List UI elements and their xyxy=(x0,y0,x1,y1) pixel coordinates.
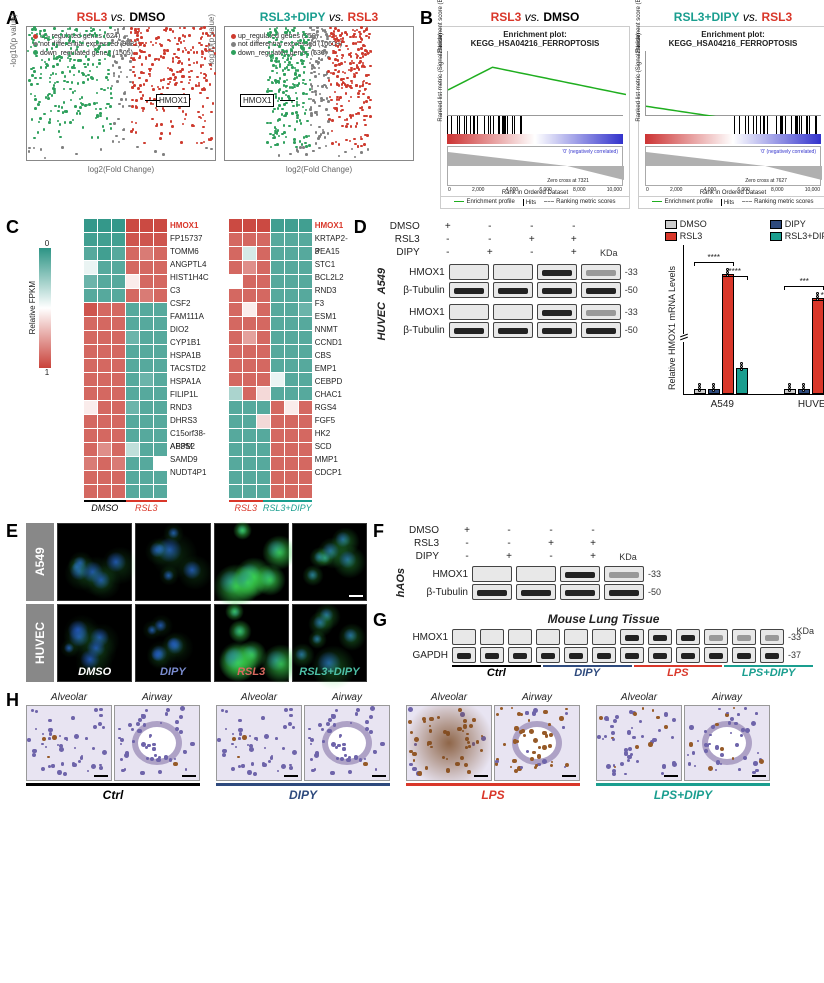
gsea-right-plottitle: Enrichment plot: KEGG_HSA04216_FERROPTOS… xyxy=(639,27,824,51)
gsea-left-curve: Enrichment score (ES) xyxy=(447,51,623,116)
figure: A RSL3 vs. DMSO up_regulated genes (624)… xyxy=(10,10,814,802)
panel-D-blot-container: A549HMOX1-33β-Tubulin-50HUVECHMOX1-33β-T… xyxy=(374,264,651,341)
gsea-left-box: Enrichment plot: KEGG_HSA04216_FERROPTOS… xyxy=(440,26,630,209)
hm-right-cols: RSL3RSL3+DIPY xyxy=(229,500,312,513)
hm-right-grid xyxy=(229,219,312,498)
panel-G: G Mouse Lung Tissue HMOX1-33GAPDH-37 Ctr… xyxy=(377,612,814,679)
gsea-right-y2: Ranked list metric (Signal2Noise) xyxy=(636,33,642,122)
gsea-right-title: RSL3+DIPY vs. RSL3 xyxy=(638,10,824,24)
panel-F-blots: HMOX1-33β-Tubulin-50 xyxy=(413,566,674,600)
gsea-right-foot: Enrichment profileHitsRanking metric sco… xyxy=(639,196,824,208)
panel-D-treatments: DMSO+---RSL3--++DIPY-+-+KDa xyxy=(374,219,624,260)
panel-letter-D: D xyxy=(354,217,367,238)
panel-letter-B: B xyxy=(420,8,433,29)
volcano-left-y: -log10(p value) xyxy=(9,13,18,66)
hm-right-genes: HMOX1KRTAP2-3PEA15STC1BCL2L2RND3F3ESM1NN… xyxy=(315,219,348,479)
panel-letter-E: E xyxy=(6,521,18,542)
volcano-right: RSL3+DIPY vs. RSL3 up_regulated genes (2… xyxy=(224,10,414,161)
gsea-left-ticks xyxy=(447,116,623,134)
volcano-right-title: RSL3+DIPY vs. RSL3 xyxy=(224,10,414,24)
heatmap-right: RSL3RSL3+DIPY HMOX1KRTAP2-3PEA15STC1BCL2… xyxy=(229,219,348,513)
panel-F-sample: hAOs xyxy=(393,568,409,597)
panel-G-title: Mouse Lung Tissue xyxy=(393,612,814,626)
gsea-left-grad xyxy=(447,134,623,144)
colorbar-bot: 1 xyxy=(45,368,49,377)
panel-D-legend: DMSODIPYRSL3RSL3+DIPY xyxy=(665,219,824,241)
gsea-left-y2: Ranked list metric (Signal2Noise) xyxy=(438,33,444,122)
gsea-right-rank: Ranked list metric (Signal2Noise) '0' (n… xyxy=(645,146,821,186)
colorbar-top: 0 xyxy=(45,239,49,248)
panel-E: E A549HUVECDMSODIPYRSL3RSL3+DIPY xyxy=(10,523,367,682)
hm-left-cols: DMSORSL3 xyxy=(84,500,167,513)
panel-C: C Relative FPKM 0 1 DMSORSL3 xyxy=(10,219,348,513)
volcano-left: RSL3 vs. DMSO up_regulated genes (624)no… xyxy=(26,10,216,161)
panel-G-blots: HMOX1-33GAPDH-37 xyxy=(393,629,814,663)
panel-D-groups: A549HUVEC xyxy=(679,399,824,410)
panel-D-blots: DMSO+---RSL3--++DIPY-+-+KDa A549HMOX1-33… xyxy=(374,219,651,341)
panel-letter-C: C xyxy=(6,217,19,238)
panel-H-groups: AlveolarAirwayCtrlAlveolarAirwayDIPYAlve… xyxy=(26,692,814,802)
panel-D: D DMSO+---RSL3--++DIPY-+-+KDa A549HMOX1-… xyxy=(358,219,824,513)
gsea-right: RSL3+DIPY vs. RSL3 Enrichment plot: KEGG… xyxy=(638,10,824,209)
panel-letter-H: H xyxy=(6,690,19,711)
gsea-right-box: Enrichment plot: KEGG_HSA04216_FERROPTOS… xyxy=(638,26,824,209)
gsea-left: RSL3 vs. DMSO Enrichment plot: KEGG_HSA0… xyxy=(440,10,630,209)
gsea-left-title: RSL3 vs. DMSO xyxy=(440,10,630,24)
volcano-right-x: log2(Fold Change) xyxy=(225,165,413,174)
volcano-left-title: RSL3 vs. DMSO xyxy=(26,10,216,24)
panel-letter-F: F xyxy=(373,521,384,542)
colorbar xyxy=(39,248,51,368)
panel-A: A RSL3 vs. DMSO up_regulated genes (624)… xyxy=(10,10,414,209)
gsea-left-rank: Ranked list metric (Signal2Noise) '0' (n… xyxy=(447,146,623,186)
volcano-left-x: log2(Fold Change) xyxy=(27,165,215,174)
colorbar-label: Relative FPKM xyxy=(26,281,39,334)
volcano-right-y: -log10(p value) xyxy=(207,13,216,66)
panel-H: H AlveolarAirwayCtrlAlveolarAirwayDIPYAl… xyxy=(10,692,814,802)
volcano-right-plot: up_regulated genes (259)not differential… xyxy=(224,26,414,161)
panel-D-yaxis: Relative HMOX1 mRNA Levels xyxy=(665,245,679,410)
volcano-left-plot: up_regulated genes (624)not differential… xyxy=(26,26,216,161)
hm-left-grid xyxy=(84,219,167,498)
gsea-right-ticks xyxy=(645,116,821,134)
panel-letter-G: G xyxy=(373,610,387,631)
hm-left-genes: HMOX1FP15737TOMM6ANGPTL4HIST1H4CC3CSF2FA… xyxy=(170,219,209,479)
fluo-grid: A549HUVECDMSODIPYRSL3RSL3+DIPY xyxy=(26,523,367,682)
gsea-right-curve: Enrichment score (ES) xyxy=(645,51,821,116)
panel-D-barchart: ************** xyxy=(683,245,824,395)
panel-F: F DMSO+---RSL3--++DIPY-+-+KDa hAOs HMOX1… xyxy=(377,523,814,600)
heatmap-left: DMSORSL3 HMOX1FP15737TOMM6ANGPTL4HIST1H4… xyxy=(84,219,209,513)
gsea-left-plottitle: Enrichment plot: KEGG_HSA04216_FERROPTOS… xyxy=(441,27,629,51)
gsea-right-grad xyxy=(645,134,821,144)
panel-D-barchart-wrap: DMSODIPYRSL3RSL3+DIPY Relative HMOX1 mRN… xyxy=(665,219,824,410)
panel-B: B RSL3 vs. DMSO Enrichment plot: KEGG_HS… xyxy=(424,10,824,209)
gsea-left-foot: Enrichment profileHitsRanking metric sco… xyxy=(441,196,629,208)
panel-G-groupbars: CtrlDIPYLPSLPS+DIPY xyxy=(451,665,814,679)
panel-F-treatments: DMSO+---RSL3--++DIPY-+-+KDa xyxy=(393,523,643,564)
